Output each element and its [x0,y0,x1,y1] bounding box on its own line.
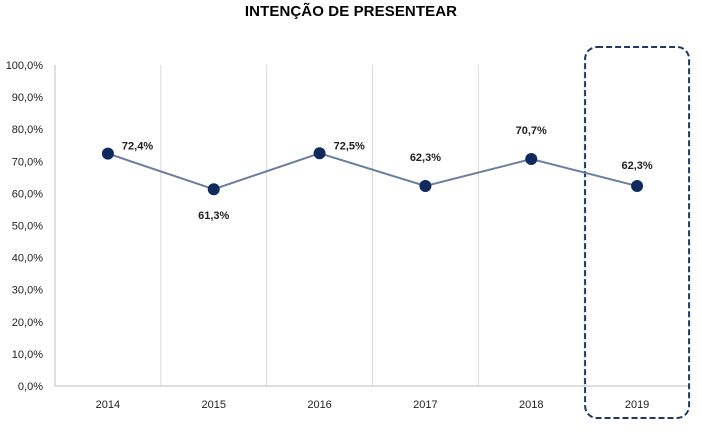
y-tick-label: 90,0% [12,92,43,104]
x-tick-label: 2015 [202,399,226,411]
x-tick-label: 2018 [519,399,543,411]
x-tick-label: 2014 [96,399,120,411]
data-label: 61,3% [198,210,229,222]
data-label: 72,5% [334,140,365,152]
y-tick-label: 0,0% [18,381,43,393]
chart-title: INTENÇÃO DE PRESENTEAR [244,3,458,20]
data-point [101,147,114,160]
axes [54,65,690,387]
data-point [207,183,220,196]
y-tick-label: 100,0% [6,60,44,72]
highlight-box-2019 [584,46,691,419]
y-tick-label: 10,0% [12,349,43,361]
y-tick-label: 50,0% [12,221,43,233]
data-label: 72,4% [122,141,153,153]
data-label: 70,7% [516,125,547,137]
series-line [107,152,638,191]
data-point [313,147,326,160]
y-tick-label: 30,0% [12,285,43,297]
data-point [419,180,432,193]
y-tick-label: 20,0% [12,317,43,329]
x-tick-label: 2016 [307,399,331,411]
data-label: 62,3% [410,152,441,164]
x-tick-label: 2019 [625,399,649,411]
grid-lines [160,65,585,386]
data-point [631,180,644,193]
y-tick-label: 70,0% [12,156,43,168]
y-tick-label: 60,0% [12,188,43,200]
y-tick-label: 40,0% [12,253,43,265]
data-label: 62,3% [621,160,652,172]
x-tick-label: 2017 [413,399,437,411]
labels: 0,0% 10,0% 20,0% 30,0% 40,0% 50,0% 60,0% 70,0% 8… [6,60,653,411]
highlight-box [584,46,691,419]
y-tick-label: 80,0% [12,124,43,136]
series [101,147,644,196]
data-point [525,153,538,166]
